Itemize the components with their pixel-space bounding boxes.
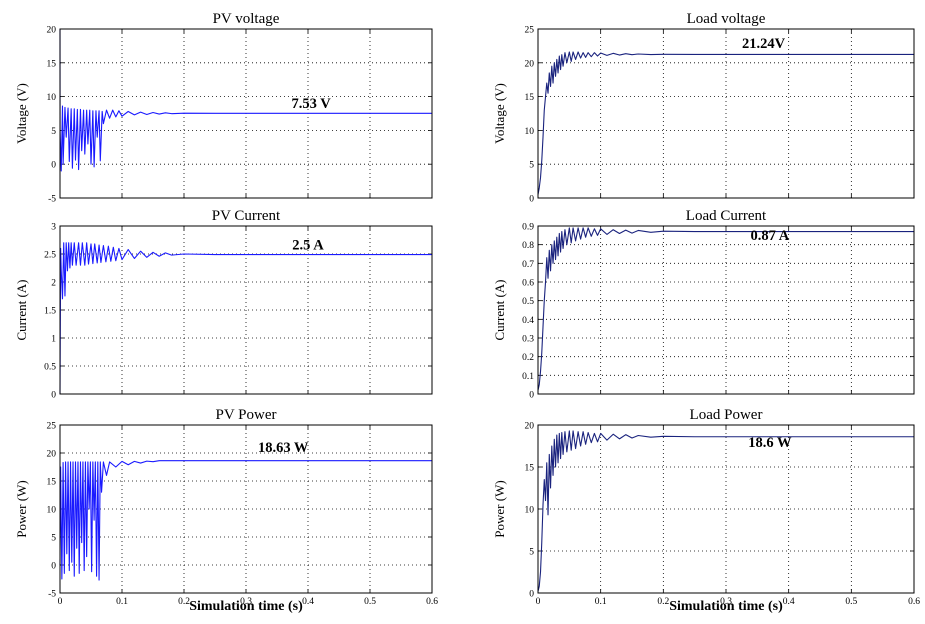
y-tick-label: 5: [529, 161, 534, 171]
y-tick-label: 0.1: [522, 372, 534, 382]
chart-title: PV voltage: [213, 11, 280, 27]
y-tick-label: 25: [525, 26, 535, 36]
axes-frame: [537, 28, 915, 199]
y-tick-label: 1.5: [44, 307, 56, 317]
y-tick-label: 5: [529, 548, 534, 558]
value-annotation: 7.53 V: [291, 96, 331, 112]
series-line: [537, 430, 914, 592]
series-line: [537, 51, 914, 195]
value-annotation: 18.63 W: [258, 440, 309, 456]
axes-frame: [59, 424, 433, 594]
y-tick-label: 0.9: [522, 223, 534, 233]
y-tick-label: 2: [51, 279, 56, 289]
x-tick-label: 0.5: [364, 597, 376, 607]
y-tick-label: 0.4: [522, 316, 534, 326]
value-annotation: 18.6 W: [748, 435, 792, 451]
y-axis-label: Voltage (V): [492, 83, 507, 144]
y-tick-label: 0.3: [522, 335, 534, 345]
x-tick-label: 0: [536, 597, 541, 607]
y-tick-label: 20: [47, 450, 57, 460]
series-line: [59, 28, 432, 172]
chart-title: Load Power: [690, 407, 763, 423]
y-tick-label: 10: [47, 506, 57, 516]
chart-title: Load Current: [686, 208, 767, 224]
y-tick-label: 15: [47, 478, 57, 488]
axes-frame: [59, 225, 433, 395]
y-tick-label: 15: [47, 59, 57, 69]
series-line: [59, 460, 432, 581]
chart-title: PV Current: [212, 208, 281, 224]
y-tick-label: 0: [51, 391, 56, 401]
y-tick-label: 0.8: [522, 241, 534, 251]
y-tick-label: 10: [525, 506, 535, 516]
series-line: [59, 242, 432, 395]
y-tick-label: 10: [525, 127, 535, 137]
y-tick-label: -5: [48, 590, 56, 600]
axes-frame: [59, 28, 433, 199]
y-tick-label: 0: [51, 562, 56, 572]
y-tick-label: 2.5: [44, 251, 56, 261]
y-tick-label: 5: [51, 534, 56, 544]
y-tick-label: 0.6: [522, 279, 534, 289]
y-tick-label: 0.2: [522, 353, 534, 363]
x-axis-label: Simulation time (s): [669, 599, 783, 614]
y-tick-label: 0: [529, 195, 534, 205]
x-tick-label: 0.2: [178, 597, 190, 607]
x-tick-label: 0.4: [783, 597, 795, 607]
y-axis-label: Current (A): [14, 279, 29, 340]
chart-title: Load voltage: [687, 11, 766, 27]
axes-frame: [537, 424, 915, 594]
x-axis-label: Simulation time (s): [189, 599, 303, 614]
chart-panel-3: 0 0.5 1 1.5 2 2.5 3 PV Current Current (A) 2.5 A: [14, 208, 433, 401]
value-annotation: 21.24V: [742, 36, 786, 52]
x-tick-label: 0.1: [116, 597, 128, 607]
y-tick-label: 20: [525, 59, 535, 69]
y-tick-label: 0.5: [522, 297, 534, 307]
y-tick-label: 0: [529, 391, 534, 401]
y-tick-label: -5: [48, 195, 56, 205]
y-tick-label: 15: [525, 93, 535, 103]
y-tick-label: 0: [51, 161, 56, 171]
x-tick-label: 0.6: [908, 597, 920, 607]
chart-panel-4: 0 0.1 0.2 0.3 0.4 0.5 0.6 0.7 0.8 0.9 Load Current…: [492, 208, 915, 401]
value-annotation: 2.5 A: [292, 238, 324, 254]
x-tick-label: 0: [58, 597, 63, 607]
y-tick-label: 15: [525, 464, 535, 474]
y-tick-label: 1: [51, 335, 56, 345]
axes-frame: [537, 225, 915, 395]
x-tick-label: 0.3: [720, 597, 732, 607]
y-tick-label: 0.7: [522, 260, 534, 270]
y-axis-label: Power (W): [14, 480, 29, 537]
x-tick-label: 0.2: [657, 597, 669, 607]
y-tick-label: 20: [47, 26, 57, 36]
y-tick-label: 20: [525, 422, 535, 432]
x-tick-label: 0.1: [595, 597, 607, 607]
x-tick-label: 0.4: [302, 597, 314, 607]
chart-panel-2: 0 5 10 15 20 25 Load voltage Voltage (V) 21.24V: [492, 11, 915, 205]
chart-panel-6: 0 0.1 0.2 0.3 0.4 0.5 0.6 0 5 10 15 20 Load Power Pow…: [492, 407, 920, 614]
chart-title: PV Power: [216, 407, 277, 423]
y-tick-label: 25: [47, 422, 57, 432]
y-axis-label: Current (A): [492, 279, 507, 340]
x-tick-label: 0.5: [845, 597, 857, 607]
y-tick-label: 3: [51, 223, 56, 233]
x-tick-label: 0.3: [240, 597, 252, 607]
y-axis-label: Voltage (V): [14, 83, 29, 144]
y-tick-label: 0.5: [44, 363, 56, 373]
y-tick-label: 0: [529, 590, 534, 600]
x-tick-label: 0.6: [426, 597, 438, 607]
value-annotation: 0.87 A: [751, 228, 790, 244]
y-axis-label: Power (W): [492, 480, 507, 537]
y-tick-label: 10: [47, 93, 57, 103]
series-line: [537, 227, 914, 391]
chart-panel-1: -5 0 5 10 15 20 PV voltage Voltage (V) 7.53 V: [14, 11, 433, 205]
y-tick-label: 5: [51, 127, 56, 137]
